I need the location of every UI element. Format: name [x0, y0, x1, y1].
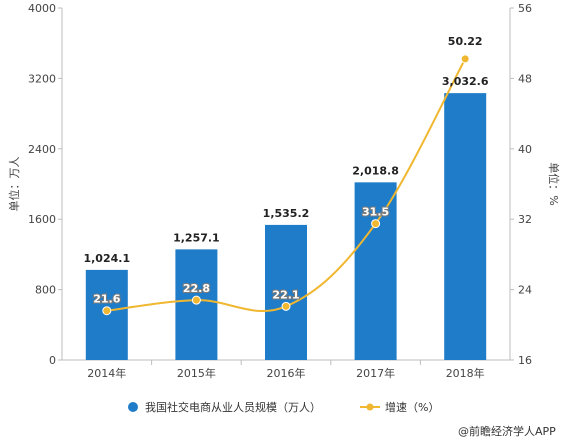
growth-value-label: 21.6: [93, 293, 120, 306]
x-tick-label: 2014年: [87, 366, 126, 380]
legend: 我国社交电商从业人员规模（万人） 增速（%）: [128, 400, 439, 414]
growth-point: [371, 219, 381, 229]
growth-value-label: 50.22: [448, 35, 483, 48]
left-tick-label: 2400: [28, 143, 56, 156]
growth-line-path: [106, 58, 467, 312]
bar: [175, 249, 218, 360]
right-tick-label: 56: [518, 2, 532, 15]
left-tick-label: 0: [49, 354, 56, 367]
bar-value-label: 1,535.2: [263, 207, 310, 220]
axes: 0 800 1600 2400 3200 4000 16 24 32 40 48 56 2014年 201…: [7, 2, 561, 380]
right-tick-label: 24: [518, 284, 532, 297]
growth-point: [460, 54, 470, 64]
legend-bar-marker: [128, 402, 138, 412]
growth-point: [102, 306, 112, 316]
x-tick-label: 2015年: [177, 366, 216, 380]
growth-point: [281, 301, 291, 311]
bar-value-label: 1,257.1: [173, 231, 220, 244]
legend-line-label: 增速（%）: [385, 400, 439, 414]
growth-line: [102, 54, 470, 316]
y-axis-title: 单位：万人: [7, 157, 21, 212]
bar: [444, 93, 487, 361]
y2-axis-title: 单位：%: [547, 162, 561, 205]
right-tick-label: 48: [518, 72, 532, 85]
x-tick-label: 2016年: [267, 366, 306, 380]
bar-value-label: 3,032.6: [442, 75, 489, 88]
left-tick-label: 4000: [28, 2, 56, 15]
data-labels: 1,024.1 1,257.1 1,535.2 2,018.8 3,032.6 21.6 2…: [83, 35, 489, 307]
left-tick-label: 3200: [28, 72, 56, 85]
growth-point: [191, 295, 201, 305]
legend-line-dot: [366, 403, 374, 411]
growth-value-label: 22.8: [183, 282, 210, 295]
x-tick-label: 2017年: [356, 366, 395, 380]
growth-value-label: 22.1: [272, 288, 299, 301]
bar: [354, 182, 397, 360]
bar-value-label: 2,018.8: [352, 164, 399, 177]
right-tick-label: 16: [518, 354, 532, 367]
growth-value-label: 31.5: [362, 206, 389, 219]
left-tick-label: 1600: [28, 213, 56, 226]
right-tick-label: 40: [518, 143, 532, 156]
legend-bar-label: 我国社交电商从业人员规模（万人）: [145, 400, 321, 414]
right-tick-label: 32: [518, 213, 532, 226]
source-text: @前瞻经济学人APP: [458, 424, 556, 438]
bar: [265, 224, 307, 360]
bar-value-label: 1,024.1: [83, 252, 130, 265]
left-tick-label: 800: [35, 284, 56, 297]
x-tick-label: 2018年: [446, 366, 485, 380]
bars: [85, 93, 487, 361]
